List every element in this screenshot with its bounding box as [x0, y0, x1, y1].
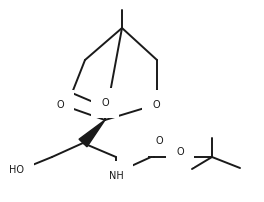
- Text: O: O: [155, 136, 163, 146]
- Text: HO: HO: [9, 165, 24, 175]
- Polygon shape: [79, 120, 105, 147]
- Text: NH: NH: [109, 171, 123, 181]
- Text: O: O: [152, 100, 160, 110]
- Text: O: O: [101, 98, 109, 108]
- Text: O: O: [176, 147, 184, 157]
- Text: O: O: [56, 100, 64, 110]
